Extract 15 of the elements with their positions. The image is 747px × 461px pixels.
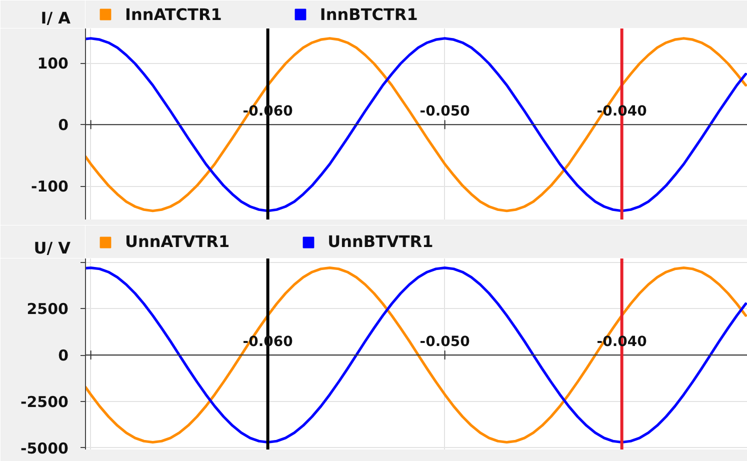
y-tick-label: -2500 [20,392,69,411]
y-tick-label: 100 [37,54,68,73]
y-tick-label: -5000 [20,439,69,458]
legend-label: UnnBTVTR1 [328,232,434,251]
y-tick-label: -100 [30,178,69,196]
x-tick-label: -0.050 [420,334,470,350]
legend-label: InnATCTR1 [125,4,222,24]
y-tick-label: 2500 [26,300,68,318]
legend-label: InnBTCTR1 [320,4,418,24]
y-axis-title: I/ A [40,8,72,28]
y-axis-title: U/ V [34,238,72,258]
y-tick-label: 0 [58,346,68,365]
y-tick-label: 0 [58,116,68,134]
legend-label: UnnATVTR1 [125,232,230,251]
x-tick-label: -0.050 [420,104,470,120]
